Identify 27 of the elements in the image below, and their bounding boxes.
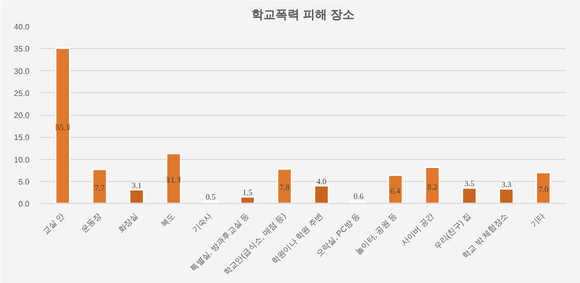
y-tick-label: 40.0 (14, 22, 30, 32)
data-label: 4.0 (316, 176, 326, 186)
data-label: 7.0 (538, 185, 548, 194)
x-tick-label: 복도 (159, 211, 177, 229)
y-tick-label: 20.0 (14, 111, 30, 120)
y-tick-label: 35.0 (14, 44, 30, 54)
y-tick-label: 0.0 (18, 200, 30, 208)
y-tick-label: 30.0 (14, 66, 30, 76)
data-label: 3.1 (132, 180, 142, 190)
x-tick-label: 기타 (528, 211, 546, 229)
data-label: 0.5 (206, 192, 216, 202)
data-label: 1.5 (242, 188, 253, 197)
y-tick-label: 15.0 (14, 133, 30, 142)
data-label: 0.6 (353, 192, 364, 201)
y-tick-label: 5.0 (18, 177, 30, 186)
y-tick-label: 10.0 (14, 155, 30, 164)
data-label: 7.7 (94, 183, 105, 192)
data-label: 11.3 (166, 176, 180, 184)
y-tick-label: 25.0 (14, 88, 30, 98)
data-label: 35.1 (56, 122, 70, 132)
data-label: 7.8 (280, 183, 290, 192)
data-label: 3.5 (464, 179, 474, 188)
chart-title: 학교폭력 피해 장소 (252, 8, 354, 22)
data-label: 8.2 (427, 182, 438, 192)
x-tick-label: 교실 안 (40, 211, 66, 236)
data-label: 3.3 (501, 180, 512, 189)
data-label: 6.4 (390, 186, 400, 196)
